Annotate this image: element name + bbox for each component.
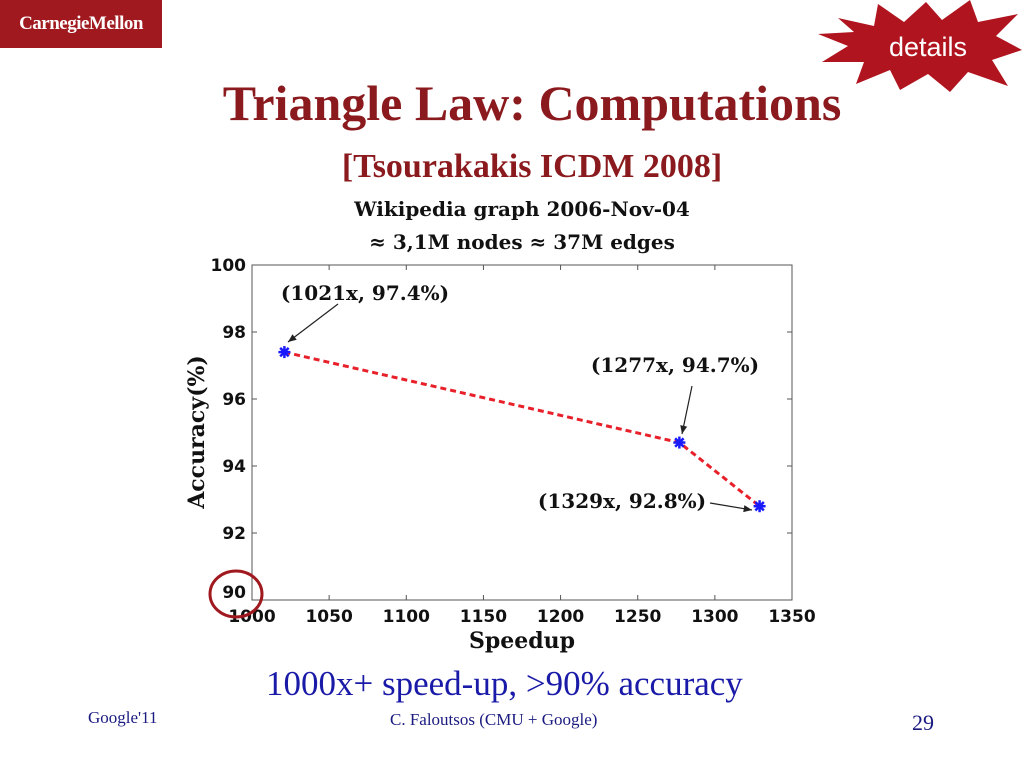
y-tick-label: 92 — [222, 524, 246, 544]
point-annotation: (1329x, 92.8%) — [538, 489, 706, 513]
footer-event: Google'11 — [88, 708, 158, 727]
x-tick-label: 1100 — [383, 607, 430, 627]
details-label: details — [889, 32, 967, 62]
footer-author: C. Faloutsos (CMU + Google) — [390, 710, 598, 729]
data-point — [753, 500, 766, 513]
logo-text: CarnegieMellon — [19, 13, 143, 34]
cmu-logo: CarnegieMellon — [0, 0, 162, 48]
y-tick-label: 96 — [222, 390, 246, 410]
x-axis-label: Speedup — [469, 628, 575, 654]
data-point — [278, 346, 291, 359]
y-axis-label: Accuracy(%) — [184, 355, 210, 510]
x-tick-label: 1350 — [768, 607, 815, 627]
chart-title: Wikipedia graph 2006-Nov-04 — [353, 197, 690, 221]
x-tick-label: 1300 — [691, 607, 738, 627]
x-tick-label: 1150 — [460, 607, 507, 627]
y-tick-label: 94 — [222, 457, 246, 477]
x-tick-label: 1050 — [305, 607, 352, 627]
slide-subtitle: [Tsourakakis ICDM 2008] — [341, 148, 723, 185]
arrow-head-icon — [743, 505, 752, 513]
plot-frame — [251, 264, 793, 601]
arrow-head-icon — [288, 334, 297, 342]
point-annotation: (1021x, 97.4%) — [281, 281, 449, 305]
point-annotation: (1277x, 94.7%) — [591, 353, 759, 377]
chart-subtitle: ≈ 3,1M nodes ≈ 37M edges — [369, 230, 675, 254]
caption: 1000x+ speed-up, >90% accuracy — [266, 664, 743, 703]
details-badge[interactable]: details — [818, 0, 1024, 92]
x-tick-label: 1000 — [228, 607, 275, 627]
x-tick-label: 1200 — [537, 607, 584, 627]
annotation-arrow — [287, 303, 339, 343]
y-tick-label: 100 — [211, 256, 247, 276]
footer-mask — [0, 740, 1024, 768]
data-point — [673, 436, 686, 449]
x-tick-label: 1250 — [614, 607, 661, 627]
y-tick-label: 98 — [222, 323, 246, 343]
slide-title: Triangle Law: Computations — [222, 75, 842, 131]
highlight-circle — [208, 569, 264, 619]
accuracy-speedup-chart: Wikipedia graph 2006-Nov-04 ≈ 3,1M nodes… — [184, 197, 816, 654]
axis-ticks: 1000 1050 1100 1150 1200 1250 1300 1350 90 92 94 96… — [208, 256, 816, 627]
arrow-head-icon — [680, 425, 688, 434]
starburst-icon — [818, 0, 1022, 92]
page-number: 29 — [912, 710, 934, 735]
data-series — [278, 346, 766, 513]
y-tick-label: 90 — [222, 583, 246, 603]
annotations: (1021x, 97.4%) (1277x, 94.7%) (1329x, 92.8… — [281, 281, 759, 513]
